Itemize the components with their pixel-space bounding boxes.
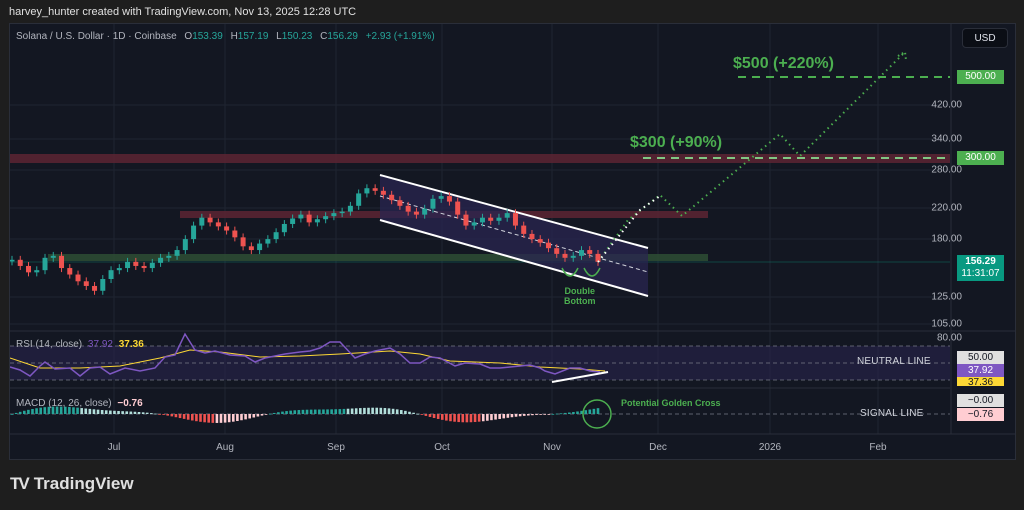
change-value: +2.93 (+1.91%) [365, 31, 435, 42]
candlesticks [10, 184, 601, 295]
channel-upper-line [379, 174, 649, 249]
signal-line-label: SIGNAL LINE [860, 408, 924, 419]
breakout-path [597, 195, 661, 263]
attribution-text: harvey_hunter created with TradingView.c… [9, 6, 357, 18]
rsi-ma-line [10, 349, 606, 372]
macd-legend[interactable]: MACD (12, 26, close) −0.76 [16, 398, 143, 409]
open-value: 153.39 [192, 31, 223, 42]
currency-button[interactable]: USD [962, 28, 1008, 48]
time-axis-label: Jul [107, 442, 121, 453]
macd-value-tag: −0.76 [957, 408, 1004, 421]
rsi-ma-tag: 37.36 [957, 377, 1004, 386]
target-300-tag: 300.00 [957, 151, 1004, 165]
bar-countdown: 11:31:07 [961, 268, 1000, 279]
price-axis-label: 340.00 [931, 133, 962, 145]
close-value: 156.29 [327, 31, 358, 42]
price-axis-label: 105.00 [931, 318, 962, 330]
double-bottom-arc-1 [561, 267, 579, 277]
price-axis-label: 280.00 [931, 164, 962, 176]
time-axis-label: Sep [327, 442, 345, 453]
golden-cross-circle [582, 399, 612, 429]
rsi-legend[interactable]: RSI (14, close) 37.92 37.36 [16, 339, 144, 350]
last-price-tag: 156.29 11:31:07 [957, 255, 1004, 281]
tradingview-logo-icon: TV [10, 474, 30, 493]
support-zone [48, 254, 708, 261]
symbol-title: Solana / U.S. Dollar · 1D · Coinbase [16, 31, 177, 42]
low-value: 150.23 [281, 31, 313, 42]
tradingview-logo: TV TradingView [10, 474, 134, 494]
target-500-label: $500 (+220%) [733, 55, 834, 72]
rsi-line [10, 332, 601, 377]
channel-lower-line [379, 219, 649, 297]
channel-mid-line [379, 195, 649, 273]
target-500-tag: 500.00 [957, 70, 1004, 84]
rsi-axis-80: 80.00 [936, 332, 962, 344]
price-axis-label: 180.00 [931, 233, 962, 245]
price-axis-label: 420.00 [931, 99, 962, 111]
resistance-zone-300 [10, 154, 950, 163]
time-axis-label: Aug [216, 442, 234, 453]
rsi-value-tag: 37.92 [957, 364, 1004, 377]
time-axis-label: 2026 [758, 442, 782, 453]
rsi-50-tag: 50.00 [957, 351, 1004, 364]
time-axis-label: Dec [649, 442, 667, 453]
price-axis-label: 125.00 [931, 291, 962, 303]
double-bottom-label: Double Bottom [564, 286, 596, 306]
time-axis-label: Nov [543, 442, 561, 453]
time-axis-label: Feb [869, 442, 887, 453]
rsi-trendline [551, 371, 609, 383]
symbol-legend[interactable]: Solana / U.S. Dollar · 1D · Coinbase O15… [16, 31, 435, 42]
double-bottom-arc-2 [583, 267, 601, 277]
price-axis-label: 220.00 [931, 202, 962, 214]
target-300-label: $300 (+90%) [630, 134, 723, 151]
macd-histogram [10, 406, 600, 423]
descending-channel-fill [380, 175, 648, 296]
golden-cross-label: Potential Golden Cross [621, 398, 721, 408]
macd-legend-value: −0.76 [117, 398, 143, 409]
time-axis-label: Oct [434, 442, 450, 453]
neutral-line-label: NEUTRAL LINE [857, 356, 931, 367]
rsi-ma-legend-value: 37.36 [118, 339, 144, 350]
rsi-legend-value: 37.92 [87, 339, 113, 350]
macd-signal-tag: −0.00 [957, 394, 1004, 407]
tradingview-wordmark: TradingView [33, 474, 134, 493]
high-value: 157.19 [237, 31, 269, 42]
